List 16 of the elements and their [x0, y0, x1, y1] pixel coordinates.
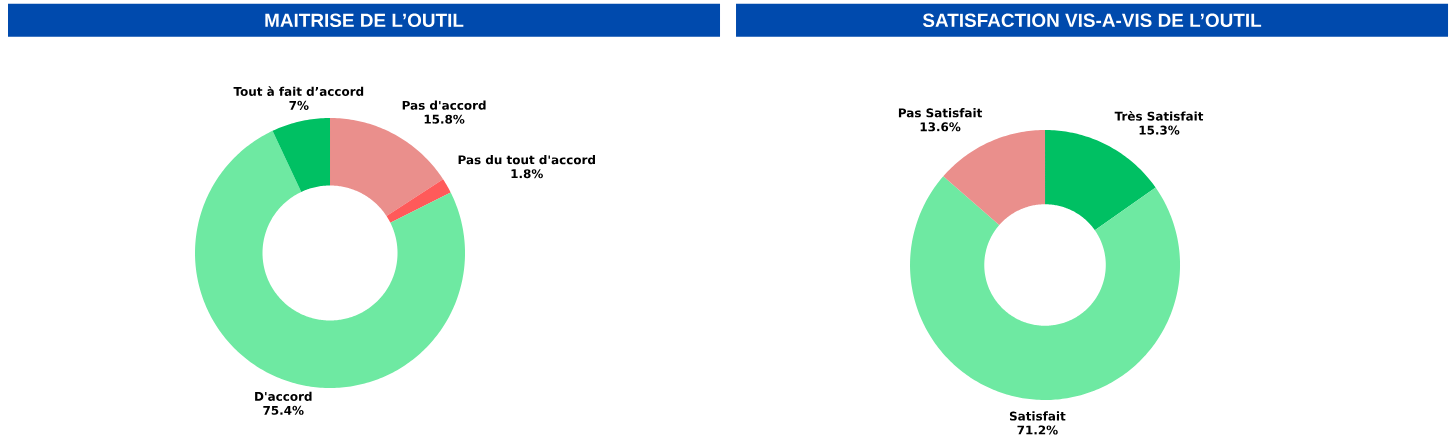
slice-label: D'accord — [255, 391, 312, 401]
data-label: 15.3% — [1139, 125, 1180, 135]
slice-label: Satisfait — [1009, 411, 1066, 421]
data-label: 7% — [289, 100, 309, 110]
slice-label: Pas Satisfait — [898, 108, 983, 118]
data-label: 13.6% — [920, 122, 961, 132]
data-label: 15.8% — [424, 114, 465, 124]
chart-title: SATISFACTION VIS-A-VIS DE L’OUTIL — [922, 13, 1262, 28]
slice-label: Pas d'accord — [402, 100, 486, 110]
data-label: 1.8% — [511, 169, 543, 179]
slice-label: Pas du tout d'accord — [458, 155, 595, 165]
chart-title: MAITRISE DE L’OUTIL — [265, 13, 464, 28]
slice-label: Très Satisfait — [1114, 111, 1204, 121]
data-label: 71.2% — [1017, 425, 1058, 435]
slice-label: Tout à fait d’accord — [233, 86, 364, 97]
data-label: 75.4% — [263, 405, 304, 415]
